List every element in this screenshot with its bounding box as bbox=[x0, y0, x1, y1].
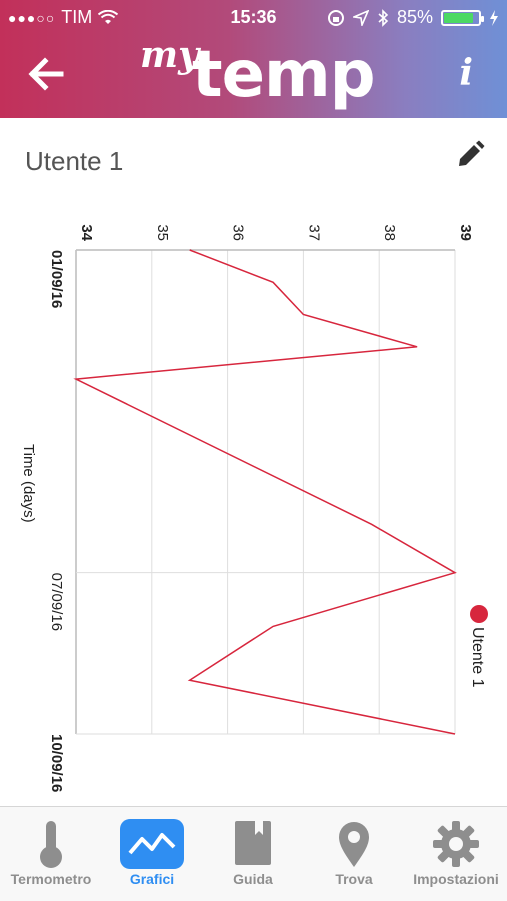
signal-strength-icon: ●●●○○ bbox=[8, 9, 56, 26]
tab-termometro[interactable]: Termometro bbox=[1, 807, 101, 901]
temperature-chart: 34 35 36 37 38 39 01/09/16 07/09/16 10/09/16 Time… bbox=[20, 224, 488, 792]
clock: 15:36 bbox=[230, 7, 277, 27]
time-tick-label: 07/09/16 bbox=[48, 573, 65, 631]
tab-guida[interactable]: Guida bbox=[203, 807, 303, 901]
time-axis-title: Time (days) bbox=[20, 444, 37, 523]
status-bar: ●●●○○ TIM 15:36 85% bbox=[0, 0, 507, 34]
legend-label: Utente 1 bbox=[469, 627, 486, 688]
logo-my: my bbox=[140, 34, 200, 76]
pencil-icon[interactable] bbox=[455, 140, 485, 170]
charging-icon bbox=[490, 9, 498, 26]
tab-label: Impostazioni bbox=[413, 871, 499, 887]
book-icon bbox=[235, 821, 271, 865]
temp-tick-label: 38 bbox=[381, 224, 398, 241]
battery-icon bbox=[441, 9, 484, 26]
tab-trova[interactable]: Trova bbox=[304, 807, 404, 901]
battery-percentage: 85% bbox=[396, 7, 433, 27]
app-header: ●●●○○ TIM 15:36 85% bbox=[0, 0, 507, 118]
app-logo: my temp bbox=[140, 28, 375, 112]
back-arrow-icon[interactable] bbox=[27, 55, 65, 93]
temp-tick-label: 35 bbox=[154, 224, 171, 241]
temp-tick-label: 37 bbox=[305, 224, 322, 241]
tab-bar: Termometro Grafici Guida Trova bbox=[0, 806, 507, 901]
legend-marker bbox=[470, 605, 488, 623]
series-line bbox=[73, 249, 457, 735]
tab-grafici[interactable]: Grafici bbox=[102, 807, 202, 901]
tab-label: Trova bbox=[335, 871, 373, 887]
gear-icon bbox=[433, 821, 479, 867]
map-pin-icon bbox=[339, 822, 369, 867]
time-tick-label: 10/09/16 bbox=[48, 734, 65, 792]
tab-label: Grafici bbox=[129, 871, 175, 887]
wifi-icon bbox=[98, 9, 119, 24]
thermometer-icon bbox=[40, 821, 62, 868]
user-row: Utente 1 bbox=[0, 118, 507, 198]
temp-tick-label: 34 bbox=[78, 224, 95, 241]
time-tick-label: 01/09/16 bbox=[48, 250, 65, 308]
carrier-label: TIM bbox=[61, 7, 93, 27]
tab-label: Guida bbox=[233, 871, 273, 887]
temp-tick-label: 36 bbox=[230, 224, 247, 241]
location-icon bbox=[352, 9, 369, 26]
user-name: Utente 1 bbox=[25, 146, 124, 176]
tab-impostazioni[interactable]: Impostazioni bbox=[406, 807, 506, 901]
tab-label: Termometro bbox=[10, 871, 92, 887]
info-icon[interactable]: i bbox=[459, 52, 473, 94]
temp-tick-label: 39 bbox=[457, 224, 474, 241]
bluetooth-icon bbox=[378, 8, 389, 27]
rotation-lock-icon bbox=[327, 9, 344, 26]
logo-temp: temp bbox=[192, 38, 375, 112]
chart-icon bbox=[120, 819, 184, 869]
